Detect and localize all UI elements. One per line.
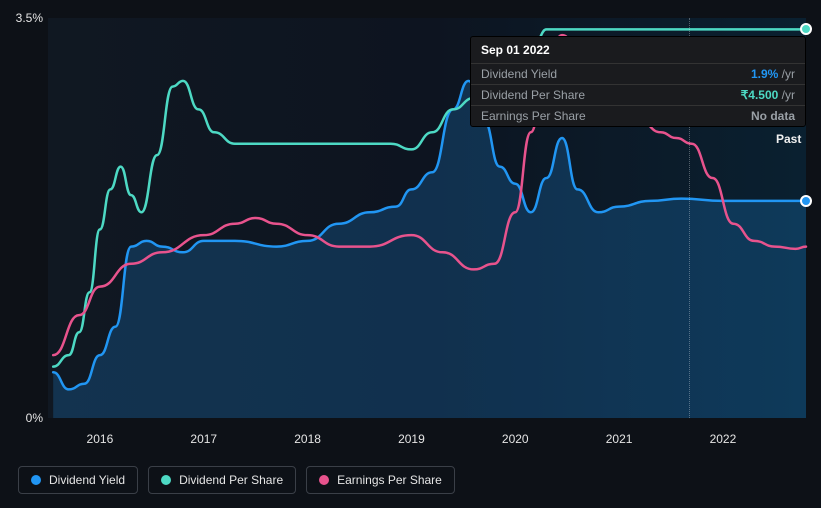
tooltip-rows: Dividend Yield1.9% /yrDividend Per Share… [471, 64, 805, 126]
legend-item[interactable]: Dividend Yield [18, 466, 138, 494]
tooltip-row-value: No data [751, 109, 795, 123]
legend: Dividend Yield Dividend Per Share Earnings… [18, 466, 455, 494]
y-tick-label: 0% [26, 411, 43, 425]
tooltip-title: Sep 01 2022 [471, 37, 805, 64]
x-tick-label: 2022 [710, 432, 737, 446]
legend-label: Dividend Yield [49, 473, 125, 487]
dividend-chart: Past 0% 3.5% 2016 2017 2018 2019 2020 2021 2022… [0, 0, 821, 508]
legend-item[interactable]: Dividend Per Share [148, 466, 296, 494]
past-label: Past [776, 132, 801, 146]
legend-dot [31, 475, 41, 485]
legend-dot [319, 475, 329, 485]
tooltip-row-label: Dividend Yield [481, 67, 751, 81]
x-tick-label: 2019 [398, 432, 425, 446]
x-tick-label: 2016 [87, 432, 114, 446]
x-tick-label: 2021 [606, 432, 633, 446]
tooltip-row-label: Dividend Per Share [481, 88, 741, 102]
tooltip-row: Earnings Per ShareNo data [471, 106, 805, 126]
tooltip-row-label: Earnings Per Share [481, 109, 751, 123]
y-tick-label: 3.5% [16, 11, 43, 25]
x-tick-label: 2017 [190, 432, 217, 446]
legend-label: Earnings Per Share [337, 473, 442, 487]
tooltip-row-value: ₹4.500 /yr [741, 88, 795, 102]
tooltip-row: Dividend Per Share₹4.500 /yr [471, 85, 805, 106]
legend-dot [161, 475, 171, 485]
x-tick-label: 2018 [294, 432, 321, 446]
dividend_per_share-end-marker [800, 23, 812, 35]
dividend_yield-end-marker [800, 195, 812, 207]
tooltip-row: Dividend Yield1.9% /yr [471, 64, 805, 85]
x-tick-label: 2020 [502, 432, 529, 446]
tooltip-row-value: 1.9% /yr [751, 67, 795, 81]
legend-label: Dividend Per Share [179, 473, 283, 487]
tooltip: Sep 01 2022 Dividend Yield1.9% /yrDivide… [470, 36, 806, 127]
legend-item[interactable]: Earnings Per Share [306, 466, 455, 494]
